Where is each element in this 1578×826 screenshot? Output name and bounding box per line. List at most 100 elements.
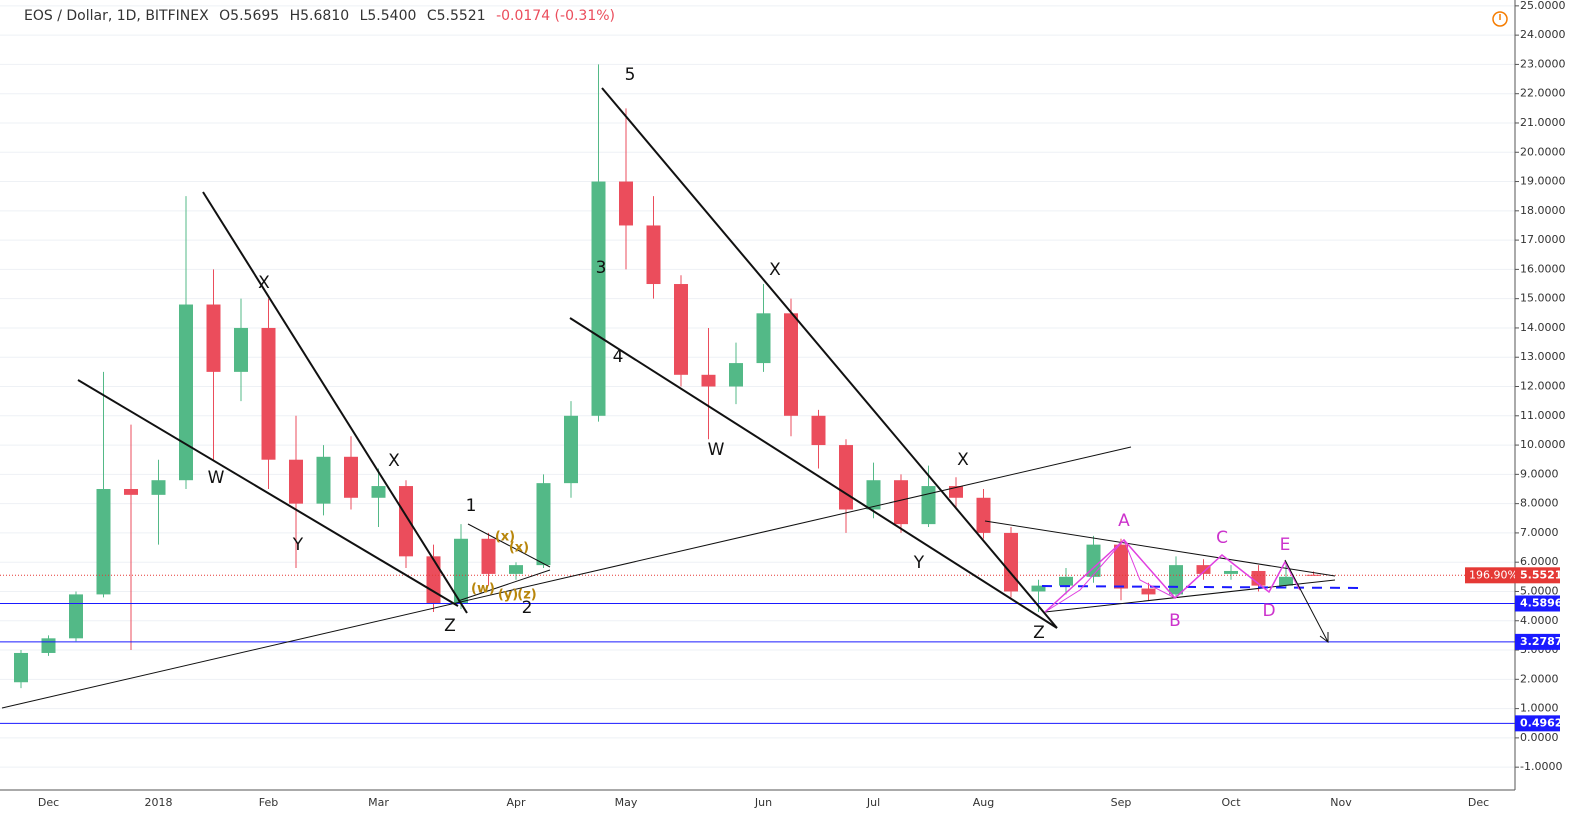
price-label: 5.5521: [1520, 568, 1562, 581]
wave-label: D: [1262, 601, 1275, 621]
candle-body: [509, 565, 523, 574]
x-tick-label: Jul: [866, 796, 880, 809]
arrow-head: [1319, 632, 1329, 643]
open: O5.5695: [219, 8, 280, 24]
candle-body: [344, 456, 358, 498]
price-label: 4.5896: [1520, 596, 1563, 609]
y-tick-label: 24.0000: [1520, 28, 1566, 41]
wave-label: X: [258, 273, 270, 293]
low: L5.5400: [359, 8, 417, 24]
candle-body: [536, 483, 551, 566]
candle-body: [784, 313, 798, 416]
candle-body: [1224, 570, 1238, 574]
x-tick-label: 2018: [145, 796, 173, 809]
wave-label: W: [708, 440, 725, 460]
x-tick-label: Nov: [1330, 796, 1352, 809]
y-tick-label: 10.0000: [1520, 438, 1566, 451]
close: C5.5521: [426, 8, 486, 24]
candle-body: [41, 638, 56, 653]
trend-line: [457, 569, 551, 602]
symbol-header: EOS / Dollar, 1D, BITFINEX O5.5695 H5.68…: [24, 8, 621, 24]
annotations: W X Y X Z 1 (x)(x) (w) (y) (z)2 5 3 4 W X X Y Z A B C D E: [208, 65, 1291, 643]
wave-label: W: [208, 468, 225, 488]
candle-body: [1141, 588, 1156, 595]
candle-body: [14, 652, 28, 683]
trend-line: [1044, 579, 1336, 613]
x-tick-label: Sep: [1111, 796, 1132, 809]
wave-label: X: [769, 260, 781, 280]
candle-body: [866, 480, 881, 510]
x-tick-label: Feb: [259, 796, 278, 809]
y-tick-label: 15.0000: [1520, 292, 1566, 305]
y-tick-label: 21.0000: [1520, 116, 1566, 129]
wave-label: Y: [913, 553, 925, 573]
axis-labels: -1.00000.00001.00002.00003.00004.00005.0…: [38, 0, 1566, 809]
candle-body: [1169, 565, 1183, 595]
candle-body: [1059, 576, 1073, 586]
x-tick-label: Dec: [1468, 796, 1489, 809]
candle-body: [1086, 544, 1101, 577]
trend-line: [467, 523, 551, 568]
x-tick-label: Mar: [368, 796, 389, 809]
candle-body: [289, 459, 303, 504]
trend-line: [984, 520, 1336, 577]
trend-line: [569, 317, 1058, 629]
change-label-bg: [1465, 567, 1515, 584]
y-tick-label: 12.0000: [1520, 380, 1566, 393]
y-tick-label: 2.0000: [1520, 672, 1559, 685]
change: -0.0174 (-0.31%): [496, 8, 616, 24]
candle-body: [151, 480, 166, 495]
y-tick-label: 6.0000: [1520, 555, 1559, 568]
candle-body: [1306, 574, 1321, 576]
candle-body: [1196, 565, 1211, 574]
candles: [0, 64, 1515, 724]
wave-label: (x): [509, 541, 529, 556]
trend-line: [1, 446, 1132, 709]
wave-label: Z: [444, 616, 456, 636]
candle-body: [69, 594, 83, 639]
wave-label: X: [957, 450, 969, 470]
alert-icon[interactable]: [1492, 11, 1508, 27]
x-tick-label: May: [615, 796, 638, 809]
y-tick-label: 20.0000: [1520, 145, 1566, 158]
y-tick-label: 14.0000: [1520, 321, 1566, 334]
candle-body: [674, 284, 688, 375]
grid: [0, 5, 1515, 768]
trend-lines: [1, 87, 1361, 709]
candle-body: [399, 486, 413, 557]
wave-label: (y): [498, 588, 518, 603]
price-label: 0.4962: [1520, 716, 1562, 729]
y-tick-label: 0.0000: [1520, 731, 1559, 744]
candle-body: [481, 538, 496, 574]
candle-body: [756, 313, 771, 364]
candle-body: [1004, 532, 1018, 592]
wave-label: Y: [292, 535, 304, 555]
trend-line: [77, 379, 459, 607]
candle-body: [234, 327, 248, 372]
arrow: [1284, 559, 1329, 643]
wave-label: (z): [517, 588, 536, 603]
candle-body: [701, 374, 716, 387]
y-tick-label: 13.0000: [1520, 350, 1566, 363]
y-tick-label: 8.0000: [1520, 497, 1559, 510]
y-tick-label: 7.0000: [1520, 526, 1559, 539]
candle-body: [646, 225, 661, 285]
wave-label: A: [1118, 511, 1130, 531]
y-tick-label: 4.0000: [1520, 614, 1559, 627]
y-tick-label: 16.0000: [1520, 262, 1566, 275]
candle-body: [1031, 585, 1046, 592]
wave-label: E: [1280, 535, 1291, 555]
trend-line: [202, 191, 468, 614]
candle-body: [949, 486, 963, 498]
price-label-bg: [1515, 567, 1560, 584]
candle-body: [261, 327, 276, 460]
wave-label: 4: [613, 347, 624, 367]
candle-body: [124, 488, 138, 495]
y-tick-label: 19.0000: [1520, 175, 1566, 188]
wave-label: 5: [625, 65, 636, 85]
y-tick-label: 5.0000: [1520, 584, 1559, 597]
candle-body: [1279, 576, 1293, 586]
candle-body: [811, 415, 826, 446]
wave-label: (w): [471, 582, 495, 597]
candle-body: [96, 488, 111, 595]
